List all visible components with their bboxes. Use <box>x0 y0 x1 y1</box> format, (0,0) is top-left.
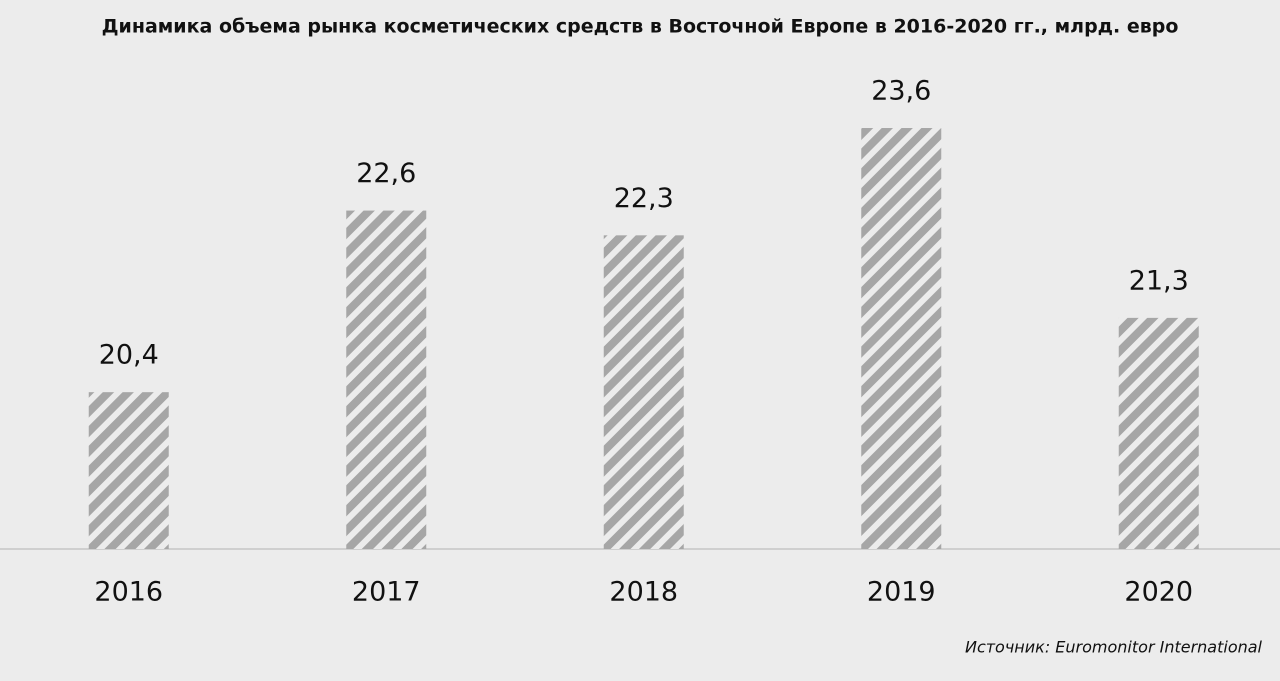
x-tick-label: 2017 <box>352 577 421 608</box>
value-label: 20,4 <box>99 340 159 371</box>
value-label: 22,6 <box>356 158 416 189</box>
x-tick-label: 2018 <box>609 577 678 608</box>
x-tick-label: 2019 <box>867 577 936 608</box>
bar <box>603 235 684 549</box>
bar <box>346 210 427 549</box>
bar <box>861 128 942 549</box>
x-tick-label: 2020 <box>1124 577 1193 608</box>
value-label: 23,6 <box>871 76 931 107</box>
chart-title: Динамика объема рынка косметических сред… <box>102 16 1179 38</box>
value-label: 22,3 <box>614 183 674 214</box>
bar <box>88 392 169 549</box>
x-tick-label: 2016 <box>94 577 163 608</box>
value-label: 21,3 <box>1129 265 1189 296</box>
source: Источник: Euromonitor International <box>965 638 1263 657</box>
bar <box>1118 317 1199 549</box>
